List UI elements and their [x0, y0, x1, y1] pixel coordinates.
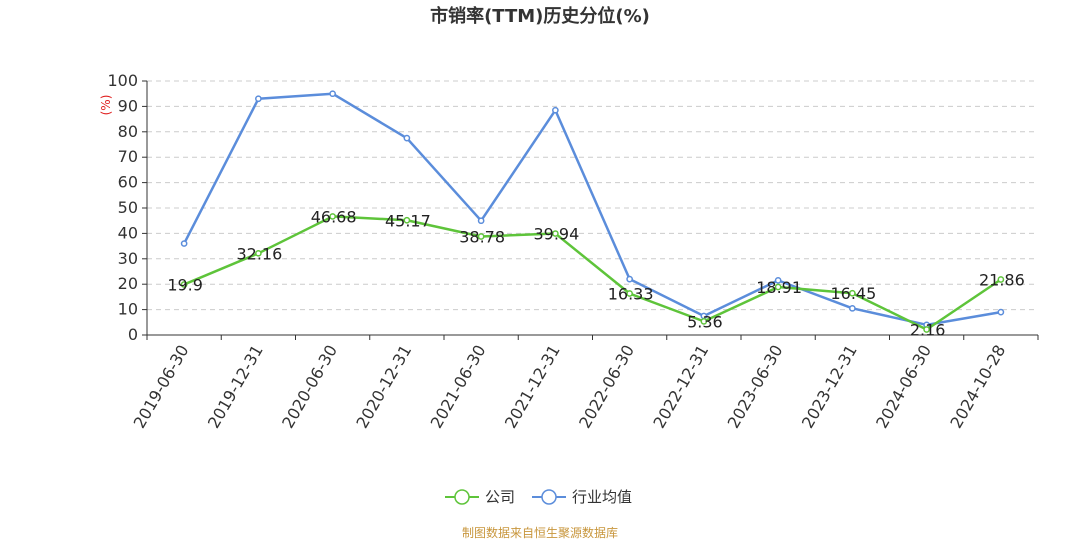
- data-point: [700, 318, 708, 325]
- x-tick-label: 2023-12-31: [798, 342, 861, 432]
- data-point: [180, 240, 188, 247]
- data-point: [180, 281, 188, 288]
- y-tick-label: 100: [107, 71, 138, 90]
- data-label: 39.94: [533, 225, 579, 244]
- x-tick-label: 2021-06-30: [427, 342, 490, 432]
- y-tick-label: 90: [118, 96, 138, 115]
- data-point: [255, 95, 262, 103]
- data-point: [997, 276, 1005, 283]
- y-tick-label: 20: [118, 274, 138, 293]
- data-label: 32.16: [236, 244, 282, 263]
- data-point: [626, 290, 633, 297]
- data-point: [849, 289, 856, 297]
- data-label: 16.45: [830, 284, 876, 303]
- y-tick-label: 80: [118, 122, 138, 141]
- data-point: [255, 249, 262, 257]
- data-point: [849, 304, 856, 312]
- y-tick-label: 10: [118, 300, 138, 319]
- x-tick-label: 2022-12-31: [649, 342, 712, 432]
- data-point: [477, 233, 485, 240]
- y-tick-label: 50: [118, 198, 138, 217]
- series-line-1: [183, 92, 1002, 327]
- x-tick-label: 2022-06-30: [575, 342, 638, 432]
- data-label: 21.86: [979, 270, 1025, 289]
- x-tick-label: 2020-12-31: [352, 342, 415, 432]
- data-point: [329, 213, 336, 220]
- data-label: 38.78: [459, 227, 505, 246]
- data-point: [923, 326, 930, 333]
- series-lines: [180, 90, 1005, 333]
- x-tick-label: 2020-06-30: [278, 342, 341, 432]
- y-tick-label: 60: [118, 173, 138, 192]
- legend-marker: [454, 489, 470, 505]
- legend[interactable]: 公司 行业均值: [445, 488, 632, 506]
- x-tick-label: 2019-12-31: [204, 342, 267, 432]
- grid-lines: [147, 80, 1038, 311]
- data-label: 16.33: [608, 285, 654, 304]
- data-point: [997, 308, 1005, 316]
- data-point: [403, 216, 411, 224]
- legend-label: 公司: [485, 488, 515, 506]
- data-label: 45.17: [385, 211, 431, 230]
- data-point: [477, 217, 485, 225]
- x-tick-label: 2023-06-30: [724, 342, 787, 432]
- data-point: [774, 277, 782, 284]
- chart-title: 市销率(TTM)历史分位(%): [430, 5, 650, 27]
- data-labels: 19.9 32.16 46.68 45.17 38.78 39.94 16.33 5.36 18…: [167, 207, 1024, 339]
- data-label: 5.36: [687, 312, 723, 331]
- legend-marker: [541, 489, 557, 505]
- x-tick-label: 2024-06-30: [872, 342, 935, 432]
- data-point: [626, 275, 633, 283]
- y-tick-label: 70: [118, 147, 138, 166]
- data-point: [552, 106, 559, 114]
- data-label: 19.9: [167, 275, 203, 294]
- data-label: 2.16: [910, 321, 946, 340]
- data-point: [774, 283, 782, 291]
- data-label: 18.91: [756, 278, 802, 297]
- legend-label: 行业均值: [572, 488, 632, 506]
- y-tick-label: 30: [118, 249, 138, 268]
- data-point: [329, 90, 336, 98]
- x-tick-label: 2019-06-30: [130, 342, 193, 432]
- x-tick-label: 2021-12-31: [501, 342, 564, 432]
- series-line-0: [183, 215, 1002, 331]
- y-axis-unit-label: (%): [99, 95, 113, 116]
- data-point: [403, 134, 411, 142]
- source-note: 制图数据来自恒生聚源数据库: [462, 525, 618, 540]
- data-point: [552, 230, 559, 237]
- y-tick-label: 40: [118, 223, 138, 242]
- data-label: 46.68: [311, 207, 357, 226]
- x-tick-label: 2024-10-28: [946, 342, 1009, 432]
- y-tick-label: 0: [128, 325, 138, 344]
